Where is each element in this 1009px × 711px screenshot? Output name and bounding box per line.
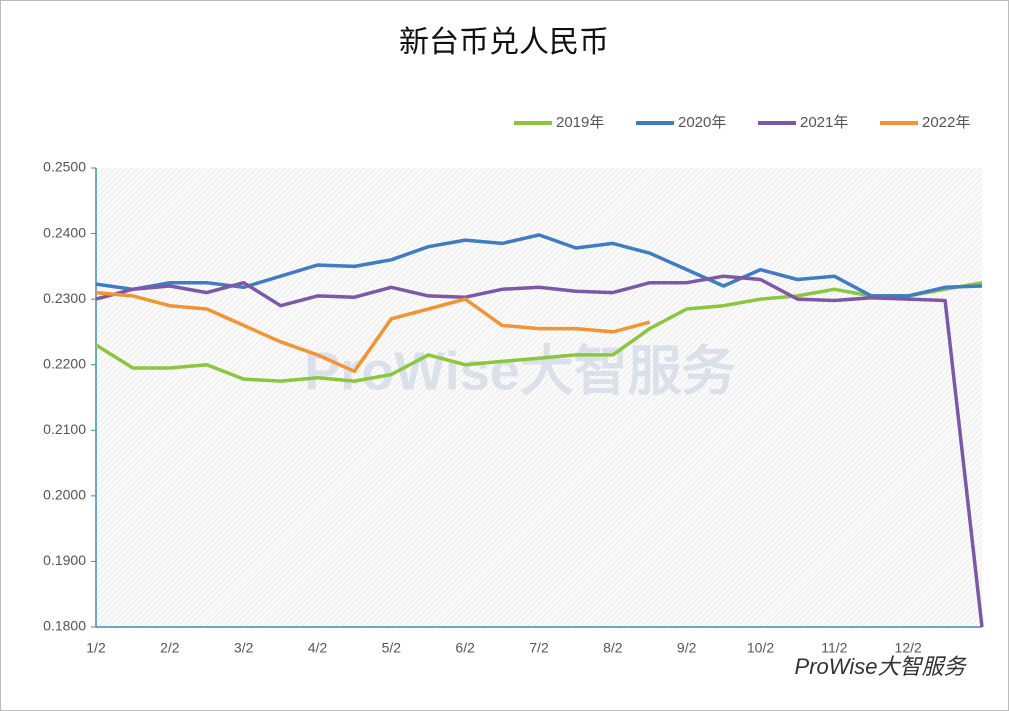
x-tick-label: 9/2	[677, 640, 697, 656]
series-line	[95, 233, 983, 298]
legend-label: 2020年	[678, 114, 726, 131]
x-tick-label: 8/2	[603, 640, 623, 656]
y-tick-label: 0.2500	[43, 159, 86, 175]
x-tick-label: 6/2	[455, 640, 475, 656]
y-tick-label: 0.2200	[43, 355, 86, 371]
y-tick-label: 0.2100	[43, 421, 86, 437]
x-tick-label: 4/2	[308, 640, 328, 656]
x-tick-label: 5/2	[382, 640, 402, 656]
x-tick-label: 7/2	[529, 640, 549, 656]
x-tick-label: 2/2	[160, 640, 180, 656]
series-line	[95, 274, 984, 628]
chart-title: 新台币兑人民币	[399, 25, 609, 60]
legend-label: 2021年	[800, 114, 848, 131]
footer-brand: ProWise大智服务	[795, 654, 968, 679]
x-tick-label: 3/2	[234, 640, 254, 656]
y-tick-label: 0.2000	[43, 487, 86, 503]
y-tick-label: 0.1900	[43, 552, 86, 568]
series-line	[95, 280, 983, 383]
series-line	[95, 290, 651, 374]
x-tick-label: 1/2	[86, 640, 106, 656]
x-tick-label: 12/2	[895, 640, 922, 656]
x-tick-label: 11/2	[821, 640, 847, 656]
y-tick-label: 0.2400	[43, 224, 86, 240]
legend-label: 2022年	[922, 114, 970, 131]
plot-area	[96, 168, 982, 627]
x-tick-label: 10/2	[747, 640, 774, 656]
legend-label: 2019年	[556, 114, 604, 131]
y-tick-label: 0.2300	[43, 290, 86, 306]
watermark: ProWise大智服务	[304, 341, 736, 401]
y-tick-label: 0.1800	[43, 618, 86, 634]
